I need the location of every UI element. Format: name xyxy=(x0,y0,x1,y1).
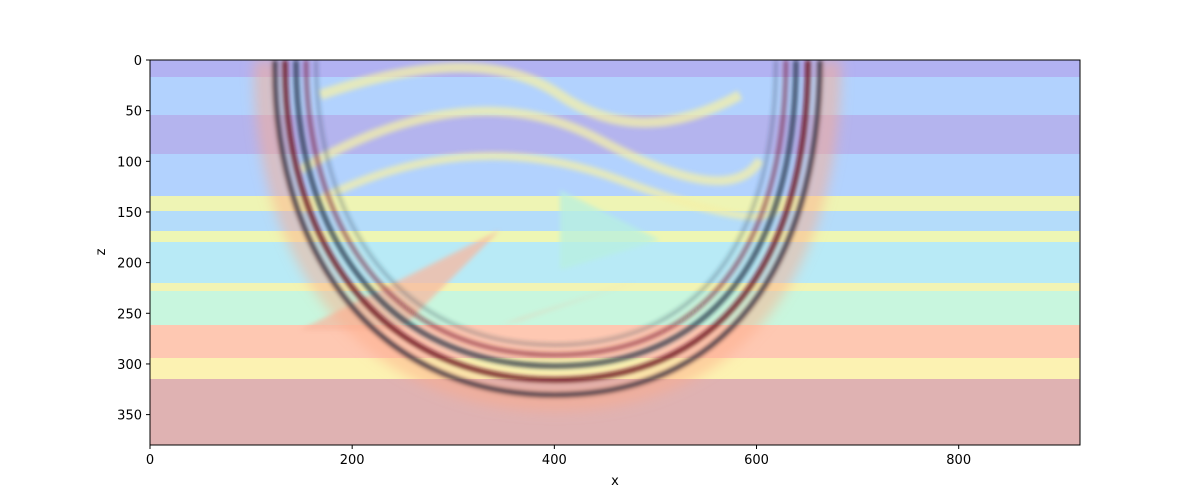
x-tick-label: 200 xyxy=(340,453,365,468)
y-tick-label: 150 xyxy=(117,206,142,221)
y-tick-label: 100 xyxy=(117,155,142,170)
x-tick-label: 600 xyxy=(744,453,769,468)
x-axis-label: x xyxy=(611,474,619,489)
x-tick-label: 800 xyxy=(946,453,971,468)
y-tick-label: 0 xyxy=(134,54,142,69)
image xyxy=(150,60,1080,445)
x-tick-label: 400 xyxy=(542,453,567,468)
y-axis-label: z xyxy=(94,248,109,255)
y-tick-label: 300 xyxy=(117,358,142,373)
plot-frame xyxy=(149,59,1081,446)
y-tick-label: 200 xyxy=(117,257,142,272)
y-tick-label: 50 xyxy=(125,105,142,120)
x-tick-label: 0 xyxy=(146,453,154,468)
y-tick-label: 250 xyxy=(117,307,142,322)
y-tick-label: 350 xyxy=(117,409,142,424)
